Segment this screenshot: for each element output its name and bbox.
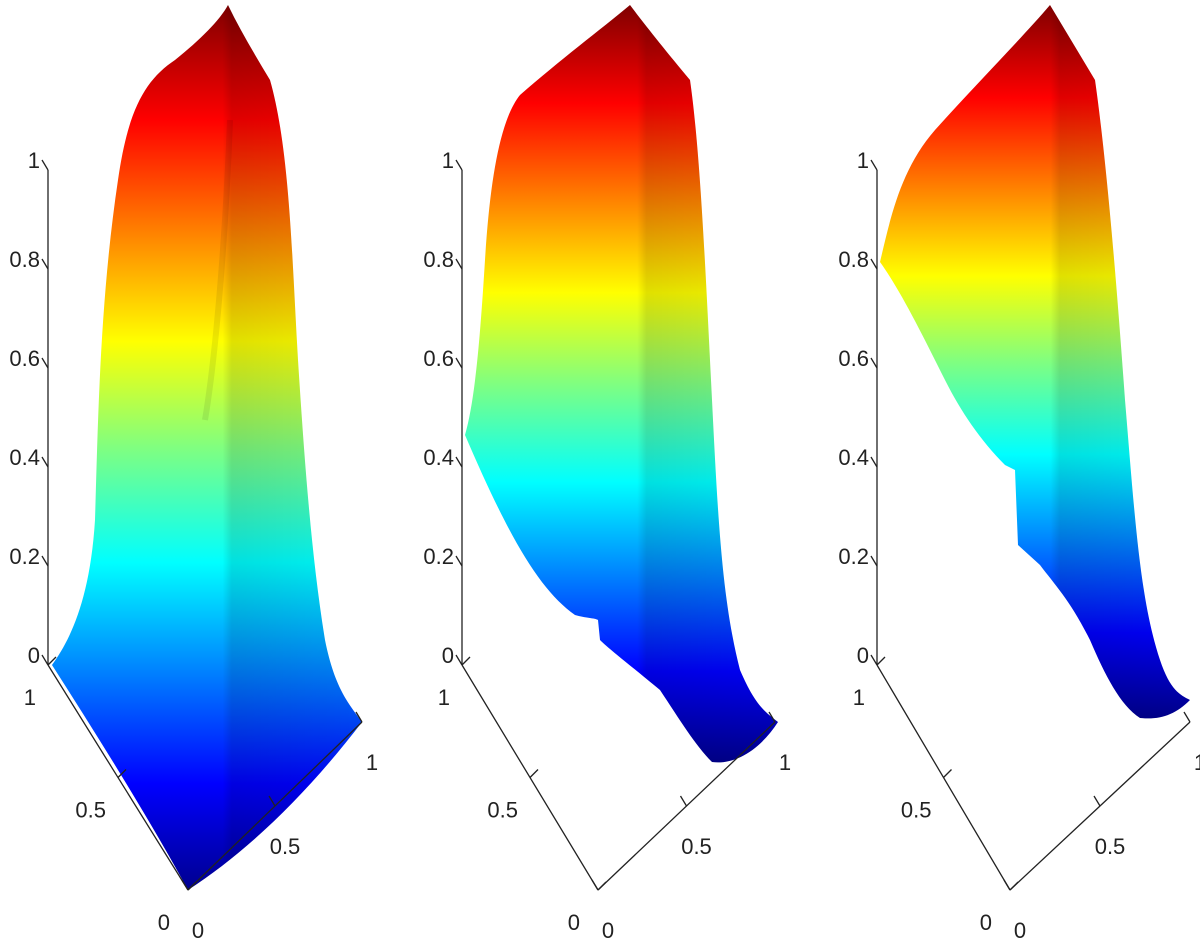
z-tick-label: 1 [28,148,40,173]
z-tick-label: 0.4 [838,445,869,470]
y-tick-mark [461,656,471,666]
surface-1-shade [52,5,362,890]
z-tick-mark [41,258,49,270]
z-tick-label: 0.4 [9,445,40,470]
chart-panel-1: 0 0.2 0.4 0.6 0.8 1 0 0.5 1 0 0.5 1 [9,5,378,943]
z-tick-mark [455,258,463,270]
y-tick-mark [1009,881,1019,891]
z-tick-mark [870,456,878,468]
z-tick-mark [870,555,878,567]
z-tick-mark [870,654,878,666]
z-tick-label: 0.8 [423,247,454,272]
z-tick-mark [41,654,49,666]
x-tick-mark [679,795,688,807]
x-tick-mark [181,879,189,891]
y-tick-label: 0 [158,910,170,935]
x-tick-mark [591,879,599,891]
z-tick-label: 0 [28,643,40,668]
y-tick-label: 1 [853,685,865,710]
surface-2-shade [465,5,778,763]
z-tick-label: 0 [857,643,869,668]
z-tick-mark [870,159,878,171]
ticks-1: 0 0.2 0.4 0.6 0.8 1 0 0.5 1 0 0.5 1 [9,148,378,943]
surface-3-shade [880,5,1190,719]
z-tick-mark [41,555,49,567]
x-tick-label: 0.5 [1095,834,1126,859]
y-tick-label: 0 [980,910,992,935]
z-tick-mark [455,456,463,468]
y-tick-label: 0.5 [487,798,518,823]
y-tick-label: 1 [24,685,36,710]
z-tick-label: 0.2 [423,544,454,569]
z-tick-label: 0.4 [423,445,454,470]
y-tick-label: 0.5 [901,798,932,823]
z-tick-label: 0.6 [423,346,454,371]
y-tick-label: 0.5 [75,798,106,823]
z-tick-mark [870,357,878,369]
z-tick-mark [870,258,878,270]
z-tick-label: 0.2 [838,544,869,569]
surface-1-fold [202,119,233,421]
ticks-3: 0 0.2 0.4 0.6 0.8 1 0 0.5 1 0 0.5 1 [838,148,1200,943]
x-tick-mark [355,711,363,723]
z-tick-label: 0.8 [838,247,869,272]
z-tick-mark [455,357,463,369]
x-tick-label: 1 [779,750,791,775]
y-tick-mark [876,656,886,666]
z-tick-label: 0 [442,643,454,668]
x-tick-label: 0.5 [681,834,712,859]
z-tick-label: 0.8 [9,247,40,272]
x-tick-label: 0.5 [270,834,301,859]
y-tick-mark [943,769,952,778]
z-tick-label: 1 [442,148,454,173]
x-tick-mark [768,711,776,723]
chart-panel-3: 0 0.2 0.4 0.6 0.8 1 0 0.5 1 0 0.5 1 [838,5,1200,943]
z-tick-mark [41,456,49,468]
x-tick-mark [1003,879,1011,891]
z-tick-mark [41,159,49,171]
z-tick-mark [41,357,49,369]
y-tick-label: 0 [568,910,580,935]
z-tick-mark [455,159,463,171]
x-tick-label: 0 [602,918,614,943]
x-tick-mark [268,795,276,807]
z-tick-mark [455,555,463,567]
z-tick-label: 0.6 [838,346,869,371]
z-tick-mark [455,654,463,666]
x-tick-label: 0 [1014,918,1026,943]
y-tick-label: 1 [438,685,450,710]
y-tick-mark [47,656,57,666]
x-tick-mark [1093,795,1101,807]
y-tick-mark [597,881,607,891]
x-tick-label: 1 [366,750,378,775]
z-tick-label: 0.2 [9,544,40,569]
x-tick-label: 1 [1194,750,1200,775]
x-tick-mark [1183,711,1191,723]
y-tick-mark [187,881,197,891]
chart-panel-2: 0 0.2 0.4 0.6 0.8 1 0 0.5 1 0 0.5 1 [423,5,791,943]
y-tick-mark [117,769,127,778]
z-tick-label: 1 [857,148,869,173]
ticks-2: 0 0.2 0.4 0.6 0.8 1 0 0.5 1 0 0.5 1 [423,148,791,943]
z-tick-label: 0.6 [9,346,40,371]
x-tick-label: 0 [192,918,204,943]
y-tick-mark [529,769,539,778]
